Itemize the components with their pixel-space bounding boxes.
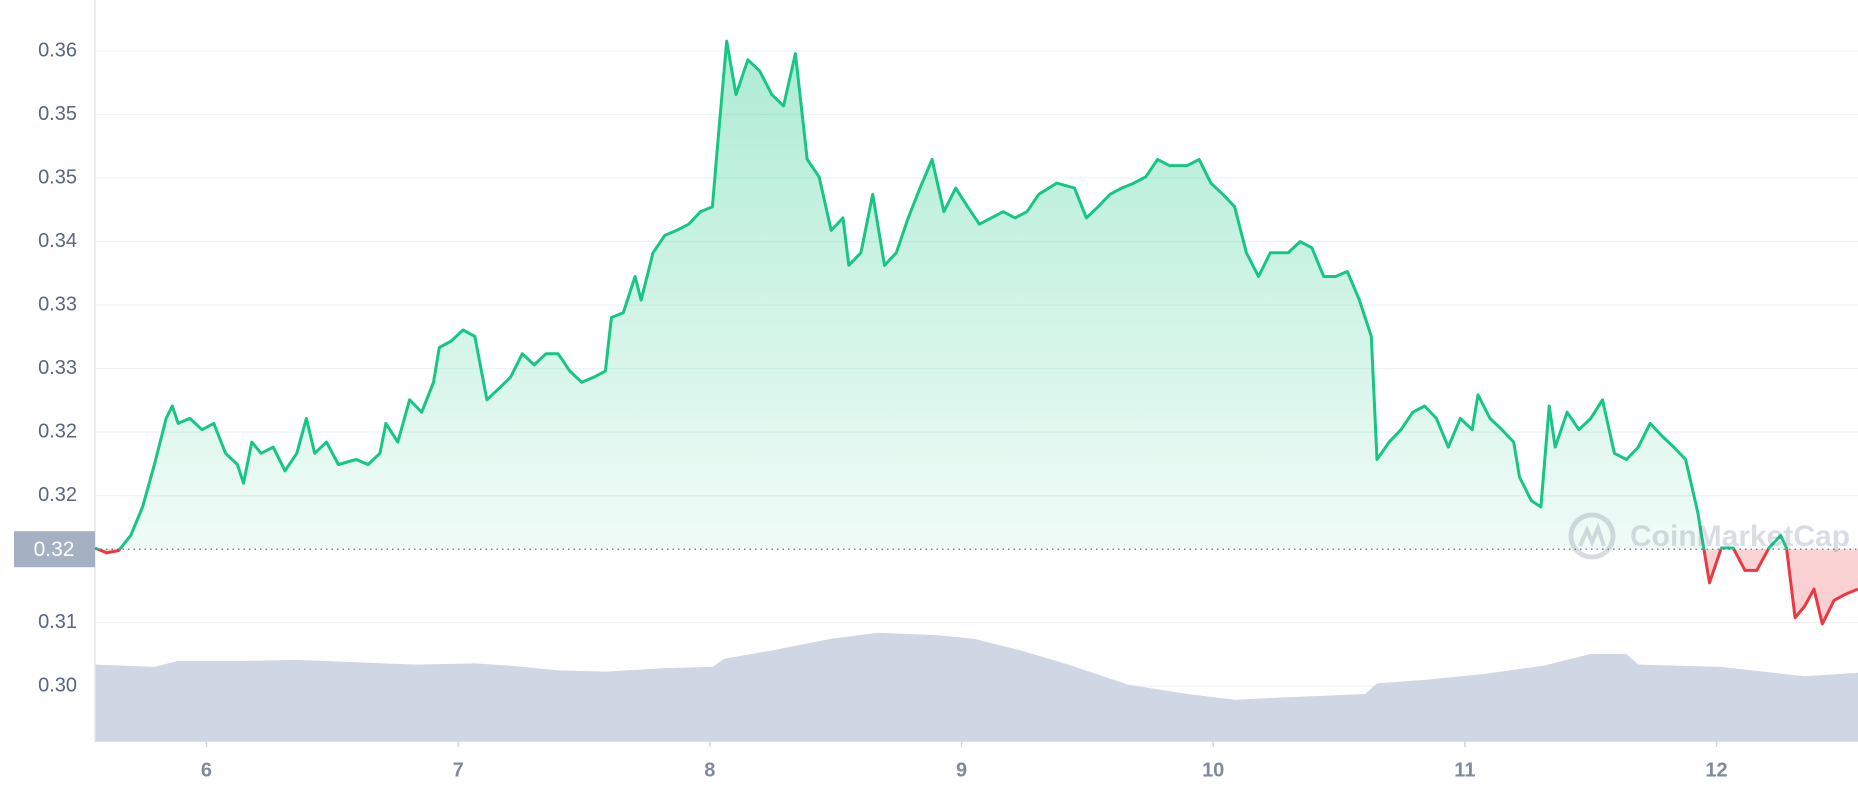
y-tick-label: 0.36	[38, 39, 77, 61]
x-tick-label: 12	[1705, 759, 1727, 781]
x-tick-label: 9	[956, 759, 967, 781]
y-tick-label: 0.35	[38, 103, 77, 125]
reference-badge	[14, 531, 95, 568]
x-tick-label: 11	[1454, 759, 1475, 781]
volume-area	[95, 632, 1858, 741]
y-tick-label: 0.34	[38, 230, 77, 252]
x-tick-label: 7	[453, 759, 464, 781]
x-tick-label: 10	[1202, 759, 1224, 781]
x-tick-label: 6	[201, 759, 212, 781]
y-tick-label: 0.33	[38, 293, 77, 315]
price-line-up	[94, 39, 1789, 550]
watermark: CoinMarketCap	[1568, 512, 1850, 560]
area-up	[95, 41, 1787, 550]
y-tick-label: 0.30	[38, 674, 77, 696]
watermark-logo-mark	[1578, 522, 1606, 548]
watermark-logo	[1568, 512, 1616, 560]
reference-label: 0.32	[34, 538, 75, 561]
y-tick-label: 0.32	[38, 420, 77, 442]
x-tick-label: 8	[704, 759, 715, 781]
y-tick-label: 0.32	[38, 484, 77, 506]
y-tick-label: 0.35	[38, 166, 77, 188]
y-tick-label: 0.31	[38, 611, 77, 633]
watermark-text: CoinMarketCap	[1630, 520, 1850, 553]
y-tick-label: 0.33	[38, 357, 77, 379]
